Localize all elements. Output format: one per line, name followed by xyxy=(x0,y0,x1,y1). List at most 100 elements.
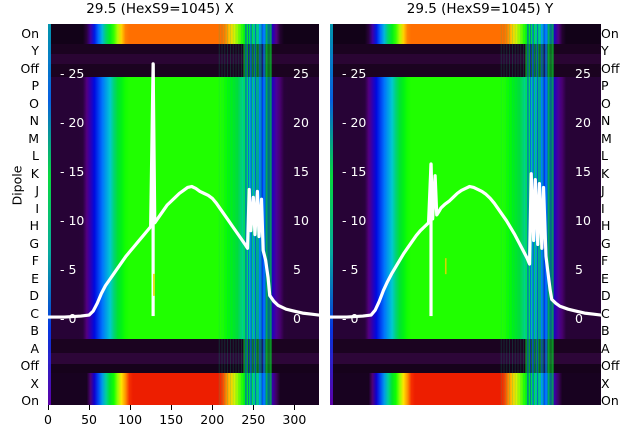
overlay-tick-15: - 15 xyxy=(60,163,85,179)
curve-path xyxy=(48,62,319,319)
heatmap-plot-x[interactable]: - 0 - 5 - 10 - 15 - 20 - 25 0 5 10 15 20 25 xyxy=(48,24,319,405)
category-label-x-20: X xyxy=(30,375,39,391)
curve-spike xyxy=(429,163,433,317)
overlay-tick-right-15: 15 xyxy=(575,163,591,179)
panel-y: 29.5 (HexS9=1045) Y - 0- 5- 10- 15- 20- … xyxy=(320,0,640,440)
marker-tick xyxy=(153,273,155,296)
category-label-x-20: X xyxy=(601,375,610,391)
overlay-tick-15: - 15 xyxy=(342,163,367,179)
category-label-j-9: J xyxy=(35,183,39,199)
category-label-b-17: B xyxy=(30,323,39,339)
heat-band-main xyxy=(48,77,319,339)
category-label-g-12: G xyxy=(601,235,611,251)
category-label-off-19: Off xyxy=(20,358,39,374)
category-label-on-0: On xyxy=(21,26,39,41)
overlay-tick-20: - 20 xyxy=(60,114,85,130)
x-tick-label-150: 150 xyxy=(159,412,184,427)
category-label-n-5: N xyxy=(29,113,39,129)
heat-band-bottom xyxy=(48,373,319,405)
overlay-tick-25: - 25 xyxy=(342,65,367,81)
category-label-j-9: J xyxy=(601,183,605,199)
x-tick-label-200: 200 xyxy=(200,412,225,427)
x-tick-250 xyxy=(253,405,255,410)
category-label-on-0: On xyxy=(601,26,619,41)
category-label-c-16: C xyxy=(30,305,39,321)
marker-tick xyxy=(444,258,447,275)
curve-path xyxy=(330,162,601,319)
x-tick-50 xyxy=(89,405,91,410)
x-axis-left: 0 50 100 150 200 250 300 xyxy=(44,405,319,439)
category-label-l-7: L xyxy=(601,148,608,164)
category-label-y-1: Y xyxy=(601,43,609,59)
category-label-off-2: Off xyxy=(601,60,620,76)
heat-band-sep6 xyxy=(330,364,601,373)
heat-band-sep5 xyxy=(48,353,319,364)
category-label-e-14: E xyxy=(31,270,39,286)
overlay-curve-x xyxy=(48,62,319,319)
category-label-n-5: N xyxy=(601,113,611,129)
overlay-tick-20: - 20 xyxy=(342,114,367,130)
x-tick-label-50: 50 xyxy=(81,412,97,427)
category-label-o-4: O xyxy=(29,95,39,111)
x-tick-100 xyxy=(130,405,132,410)
category-label-h-11: H xyxy=(601,218,611,234)
category-label-e-14: E xyxy=(601,270,609,286)
category-label-a-18: A xyxy=(30,340,39,356)
category-label-f-13: F xyxy=(601,253,609,269)
category-label-y-1: Y xyxy=(31,43,39,59)
category-label-i-10: I xyxy=(601,200,605,216)
x-tick-label-0: 0 xyxy=(44,412,52,427)
heat-band-sep1 xyxy=(48,44,319,54)
x-tick-300 xyxy=(294,405,296,410)
curve-spike xyxy=(151,63,155,317)
heat-left-edge xyxy=(48,24,51,405)
overlay-tick-0: - 0 xyxy=(60,311,77,326)
category-label-i-10: I xyxy=(35,200,39,216)
heat-band-bottom xyxy=(330,373,601,405)
overlay-tick-10: 10 xyxy=(293,212,309,228)
x-tick-0 xyxy=(48,405,49,410)
heat-band-sep2 xyxy=(48,54,319,64)
category-label-f-13: F xyxy=(31,253,39,269)
overlay-tick-right-25: 25 xyxy=(575,65,591,81)
x-tick-150 xyxy=(171,405,173,410)
overlay-tick-5: - 5 xyxy=(342,261,359,277)
overlay-tick-0: - 0 xyxy=(342,311,359,326)
x-tick-label-250: 250 xyxy=(241,412,266,427)
overlay-tick-10: - 10 xyxy=(60,212,85,228)
category-label-k-8: K xyxy=(30,165,39,181)
category-label-c-16: C xyxy=(601,305,610,321)
panel-title-y: 29.5 (HexS9=1045) Y xyxy=(406,1,554,17)
overlay-tick-right-5: 5 xyxy=(575,261,583,277)
category-label-d-15: D xyxy=(29,288,39,304)
heat-band-sep1 xyxy=(330,44,601,54)
heat-band-sep6 xyxy=(48,364,319,373)
overlay-tick-25: - 25 xyxy=(60,65,85,81)
category-label-on-21: On xyxy=(21,393,39,408)
overlay-tick-right-0: 0 xyxy=(575,311,583,326)
overlay-tick-0: 0 xyxy=(293,311,301,326)
category-label-a-18: A xyxy=(601,340,610,356)
category-label-b-17: B xyxy=(601,323,610,339)
heatmap-plot-y[interactable]: - 0 - 5 - 10 - 15 - 20 - 25 0 5 10 15 20 25 xyxy=(330,24,601,405)
category-label-o-4: O xyxy=(601,95,611,111)
category-label-g-12: G xyxy=(29,235,39,251)
category-label-k-8: K xyxy=(601,165,610,181)
panel-title-x: 29.5 (HexS9=1045) X xyxy=(86,1,234,17)
category-label-m-6: M xyxy=(601,130,612,146)
overlay-tick-right-20: 20 xyxy=(575,114,591,130)
overlay-tick-5: - 5 xyxy=(60,261,77,277)
category-axis-right: On Y Off P O N M L K J I H G F E D C B A Off X On xyxy=(596,24,640,408)
category-label-on-21: On xyxy=(601,393,619,408)
overlay-tick-25: 25 xyxy=(293,65,309,81)
overlay-tick-5: 5 xyxy=(293,261,301,277)
category-label-d-15: D xyxy=(601,288,611,304)
category-label-m-6: M xyxy=(28,130,39,146)
category-label-off-19: Off xyxy=(601,358,620,374)
category-label-p-3: P xyxy=(31,78,39,94)
x-tick-label-100: 100 xyxy=(118,412,143,427)
heat-band-sep2 xyxy=(330,54,601,64)
heat-left-edge xyxy=(330,24,333,405)
overlay-tick-right-10: 10 xyxy=(575,212,591,228)
